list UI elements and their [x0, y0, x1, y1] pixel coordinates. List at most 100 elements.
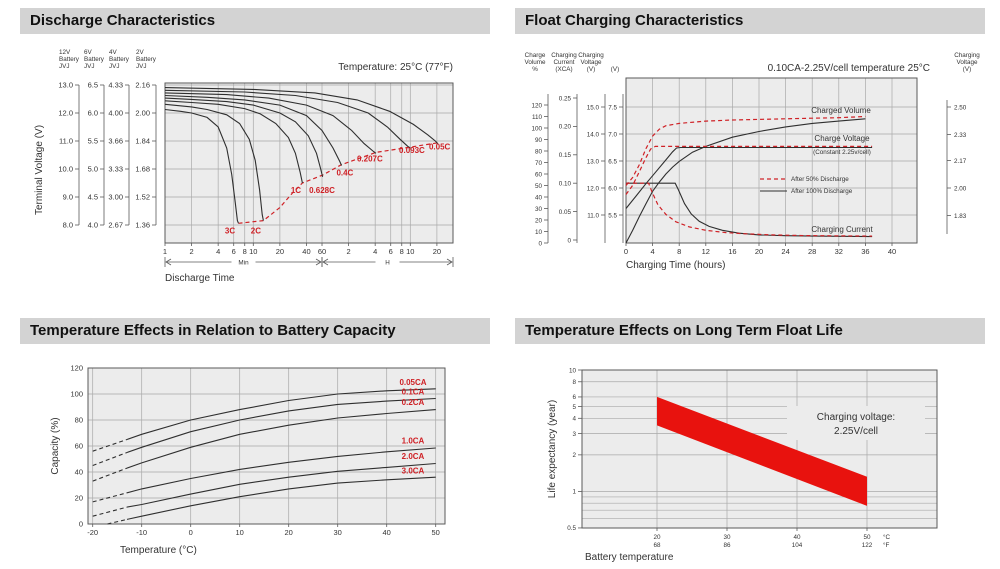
x-tick-label: 10 [236, 528, 244, 537]
capacity-curve-dashed-1.0CA [92, 492, 128, 503]
section-title: Temperature Effects on Long Term Float L… [515, 318, 985, 344]
x-tick-label: 8 [400, 247, 404, 256]
scale-header: Current [554, 59, 575, 66]
y-tick-label: 13.0 [587, 158, 600, 165]
y-tick-label: 6.0 [608, 185, 617, 192]
discharge-curve-0.4C [164, 94, 343, 166]
temperature-capacity-panel: Temperature Effects in Relation to Batte… [20, 318, 490, 569]
y-tick-label: 5 [572, 404, 576, 411]
y-tick-label: 12.0 [58, 109, 73, 118]
y-tick-label: 0 [567, 237, 571, 244]
series-label: 0.2CA [402, 398, 425, 407]
y-tick-label: 4.0 [88, 221, 98, 230]
x-tick-label: 32 [835, 247, 843, 256]
x-tick-label: 40 [888, 247, 896, 256]
y-tick-label: 1 [572, 489, 576, 496]
battery-scale-header: JVJ [136, 63, 147, 70]
y-tick-label: 1.68 [135, 165, 150, 174]
section-title: Discharge Characteristics [20, 8, 490, 34]
x-tick-label: 1 [163, 247, 167, 256]
x-tick-label: 50 [432, 528, 440, 537]
scale-header: Charging [954, 52, 980, 59]
charging-voltage-annotation: 2.25V/cell [834, 426, 878, 437]
curve-charge-voltage-100 [625, 146, 873, 209]
plot-area [626, 78, 917, 243]
y-tick-label: 110 [532, 114, 543, 121]
x-axis-label: Temperature (°C) [120, 545, 197, 556]
y-tick-label: 7.0 [608, 131, 617, 138]
battery-scale-header: 2V [136, 49, 145, 56]
y-tick-label: 1.52 [135, 193, 150, 202]
capacity-curve-1.0CA [126, 447, 436, 494]
series-label: 0.628C [309, 186, 335, 195]
x-tick-label-celsius: 50 [863, 534, 871, 541]
legend-label: After 50% Discharge [791, 176, 849, 183]
discharge-curve-0.05C [164, 87, 439, 144]
capacity-curve-2.0CA [126, 462, 436, 508]
y-tick-label: 0.25 [559, 95, 572, 102]
discharge-curve-1C [164, 100, 303, 184]
battery-scale-header: 4V [109, 49, 118, 56]
series-label: 0.207C [357, 155, 383, 164]
scale-header: Volume [524, 59, 546, 66]
plot-border [87, 367, 446, 525]
x-tick-label-celsius: 40 [793, 534, 801, 541]
capacity-curve-3.0CA [126, 476, 436, 520]
y-tick-label: 12.0 [587, 185, 600, 192]
x-tick-label: 4 [651, 247, 655, 256]
x-tick-label: -10 [136, 528, 147, 537]
y-tick-label: 60 [535, 171, 543, 178]
series-label: 0.05CA [399, 378, 426, 387]
series-label: 0.093C [399, 146, 425, 155]
discharge-curve-2C [164, 103, 264, 221]
section-title: Temperature Effects in Relation to Batte… [20, 318, 490, 344]
x-tick-label: 6 [389, 247, 393, 256]
y-tick-label: 70 [535, 160, 543, 167]
battery-scale-header: 6V [84, 49, 93, 56]
y-tick-label: 60 [75, 442, 83, 451]
arrow-head [165, 258, 172, 266]
plot-border [581, 369, 938, 529]
capacity-curve-dashed-3.0CA [107, 518, 128, 525]
x-tick-label: 10 [249, 247, 257, 256]
y-tick-label: 2.33 [954, 132, 967, 139]
section-title: Float Charging Characteristics [515, 8, 985, 34]
x-unit-celsius: °C [883, 533, 891, 541]
y-tick-label: 10 [569, 367, 577, 374]
y-tick-label: 120 [70, 364, 83, 373]
x-tick-label: 20 [285, 528, 293, 537]
series-label: 0.4C [336, 169, 353, 178]
y-tick-label: 15.0 [587, 104, 600, 111]
x-tick-label: 16 [728, 247, 736, 256]
x-tick-label: 36 [861, 247, 869, 256]
y-tick-label: 1.36 [135, 221, 150, 230]
series-label: 2.0CA [402, 452, 425, 461]
y-tick-label: 1.83 [954, 213, 967, 220]
capacity-curve-0.05CA [126, 388, 436, 441]
x-tick-label: 20 [755, 247, 763, 256]
float-life-panel: Temperature Effects on Long Term Float L… [515, 318, 985, 569]
x-axis-label: Charging Time (hours) [626, 260, 725, 271]
temperature-annotation: Temperature: 25°C (77°F) [338, 62, 453, 73]
y-tick-label: 0.10 [559, 181, 572, 188]
y-tick-label: 50 [535, 183, 543, 190]
y-tick-label: 1.84 [135, 137, 150, 146]
y-tick-label: 0 [79, 520, 83, 529]
y-tick-label: 6.5 [608, 158, 617, 165]
y-tick-label: 14.0 [587, 131, 600, 138]
x-tick-label-celsius: 20 [653, 534, 661, 541]
y-tick-label: 6 [572, 394, 576, 401]
y-tick-label: 100 [70, 390, 83, 399]
y-tick-label: 4.33 [108, 81, 123, 90]
y-tick-label: 0.05 [559, 209, 572, 216]
y-tick-label: 30 [535, 206, 543, 213]
series-label: 3C [225, 226, 235, 235]
y-tick-label: 4.00 [108, 109, 123, 118]
curve-label: Charge Voltage [814, 134, 870, 143]
y-tick-label: 0.5 [567, 525, 576, 532]
series-label: 3.0CA [402, 466, 425, 475]
y-tick-label: 90 [535, 137, 543, 144]
scale-header: Voltage [580, 59, 602, 66]
x-tick-label-fahrenheit: 68 [653, 542, 661, 549]
x-tick-label: 4 [216, 247, 220, 256]
